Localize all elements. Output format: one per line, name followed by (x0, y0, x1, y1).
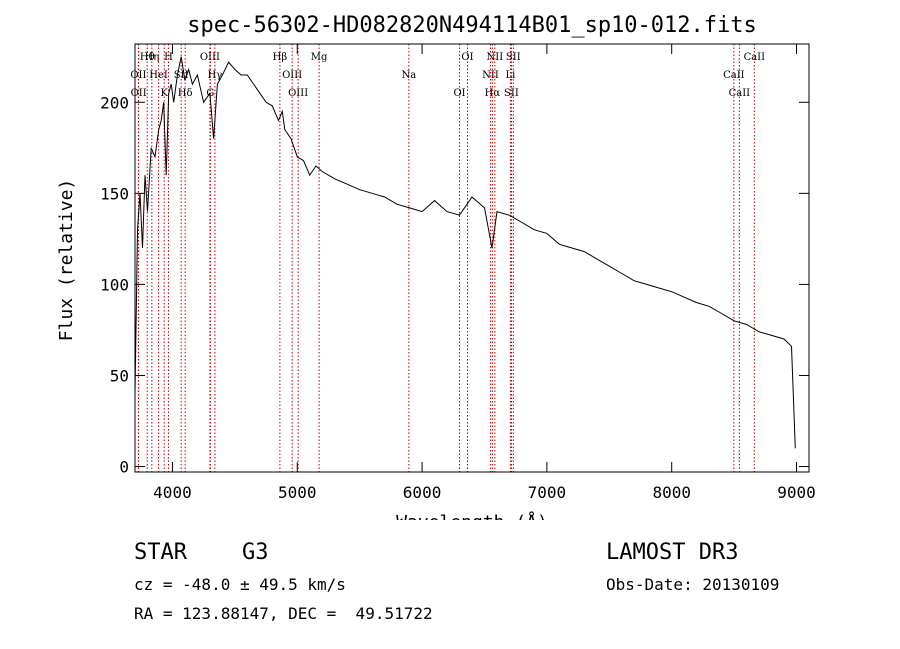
line-marker-label: OIII (288, 88, 308, 99)
x-tick-label: 8000 (652, 483, 691, 502)
line-marker-label: H (164, 52, 173, 63)
x-tick-label: 4000 (153, 483, 192, 502)
line-marker-label: NII (487, 52, 504, 63)
line-marker-label: Hγ (208, 70, 223, 81)
line-marker-label: K (160, 88, 168, 99)
line-marker-label: Hδ (178, 88, 193, 99)
y-tick-label: 0 (119, 458, 129, 477)
x-tick-label: 7000 (528, 483, 567, 502)
y-tick-label: 50 (110, 366, 129, 385)
y-tick-label: 150 (100, 184, 129, 203)
line-marker-label: SII (506, 52, 521, 63)
line-markers: HθOIIOIIHηHeIKHSIIHδOIIIHγGHβOIIIOIIIMgN… (130, 44, 765, 472)
line-marker-label: HeI (149, 70, 168, 81)
line-marker-label: OII (131, 88, 147, 99)
x-tick-label: 9000 (777, 483, 816, 502)
object-class: STAR (134, 540, 187, 565)
line-marker-label: OI (461, 52, 473, 63)
survey-name: LAMOST DR3 (606, 540, 739, 565)
line-marker-label: CaII (744, 52, 766, 63)
line-marker-label: Hθ (140, 52, 155, 63)
coordinates-text: RA = 123.88147, DEC = 49.51722 (134, 604, 433, 623)
line-marker-label: OIII (200, 52, 220, 63)
line-marker-label: Li (506, 70, 516, 81)
redshift-text: cz = -48.0 ± 49.5 km/s (134, 575, 346, 594)
x-tick-label: 5000 (278, 483, 317, 502)
y-tick-label: 100 (100, 275, 129, 294)
line-marker-label: CaII (729, 88, 751, 99)
y-axis-label: Flux (relative) (56, 179, 77, 342)
chart-title: spec-56302-HD082820N494114B01_sp10-012.f… (187, 13, 757, 38)
line-marker-label: Hβ (273, 52, 288, 63)
y-tick-label: 200 (100, 93, 129, 112)
spectrum-line (134, 56, 796, 449)
x-tick-label: 6000 (403, 483, 442, 502)
line-marker-label: Hα (485, 88, 501, 99)
spectrum-data (134, 56, 796, 449)
line-marker-label: SII (174, 70, 189, 81)
line-marker-label: CaII (723, 70, 745, 81)
object-subclass: G3 (242, 540, 269, 565)
x-axis-label: Wavelength (Å) (396, 511, 548, 520)
line-marker-label: OI (453, 88, 465, 99)
obs-date-text: Obs-Date: 20130109 (606, 575, 780, 594)
line-marker-label: OIII (282, 70, 302, 81)
line-marker-label: SII (504, 88, 519, 99)
line-marker-label: Na (401, 70, 416, 81)
line-marker-label: Mg (311, 52, 328, 63)
spectrum-chart: spec-56302-HD082820N494114B01_sp10-012.f… (56, 13, 816, 520)
line-marker-label: NII (482, 70, 499, 81)
line-marker-label: Hη (144, 52, 159, 63)
plot-frame (134, 43, 810, 473)
axis-ticks: 4000 5000 6000 7000 8000 9000 0 50 100 150 200 (100, 44, 816, 502)
